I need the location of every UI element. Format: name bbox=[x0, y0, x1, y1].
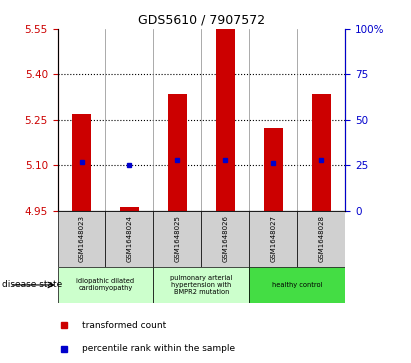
Bar bbox=[72, 114, 91, 211]
Bar bbox=[312, 94, 331, 211]
Bar bbox=[264, 128, 283, 211]
Text: pulmonary arterial
hypertension with
BMPR2 mutation: pulmonary arterial hypertension with BMP… bbox=[170, 275, 233, 295]
Title: GDS5610 / 7907572: GDS5610 / 7907572 bbox=[138, 13, 265, 26]
Text: disease state: disease state bbox=[2, 281, 62, 289]
FancyBboxPatch shape bbox=[58, 211, 106, 267]
Text: GSM1648026: GSM1648026 bbox=[222, 215, 229, 262]
Text: GSM1648027: GSM1648027 bbox=[270, 215, 276, 262]
FancyBboxPatch shape bbox=[249, 267, 345, 303]
Text: healthy control: healthy control bbox=[272, 282, 323, 288]
FancyBboxPatch shape bbox=[106, 211, 153, 267]
FancyBboxPatch shape bbox=[153, 211, 201, 267]
Bar bbox=[216, 29, 235, 211]
Text: GSM1648024: GSM1648024 bbox=[127, 215, 132, 262]
Text: transformed count: transformed count bbox=[82, 321, 166, 330]
FancyBboxPatch shape bbox=[249, 211, 297, 267]
Text: idiopathic dilated
cardiomyopathy: idiopathic dilated cardiomyopathy bbox=[76, 278, 134, 291]
Text: GSM1648028: GSM1648028 bbox=[318, 215, 324, 262]
Bar bbox=[168, 94, 187, 211]
Text: GSM1648025: GSM1648025 bbox=[174, 215, 180, 262]
FancyBboxPatch shape bbox=[201, 211, 249, 267]
FancyBboxPatch shape bbox=[297, 211, 345, 267]
Text: percentile rank within the sample: percentile rank within the sample bbox=[82, 344, 235, 354]
FancyBboxPatch shape bbox=[153, 267, 249, 303]
Bar bbox=[120, 207, 139, 211]
FancyBboxPatch shape bbox=[58, 267, 153, 303]
Text: GSM1648023: GSM1648023 bbox=[79, 215, 85, 262]
